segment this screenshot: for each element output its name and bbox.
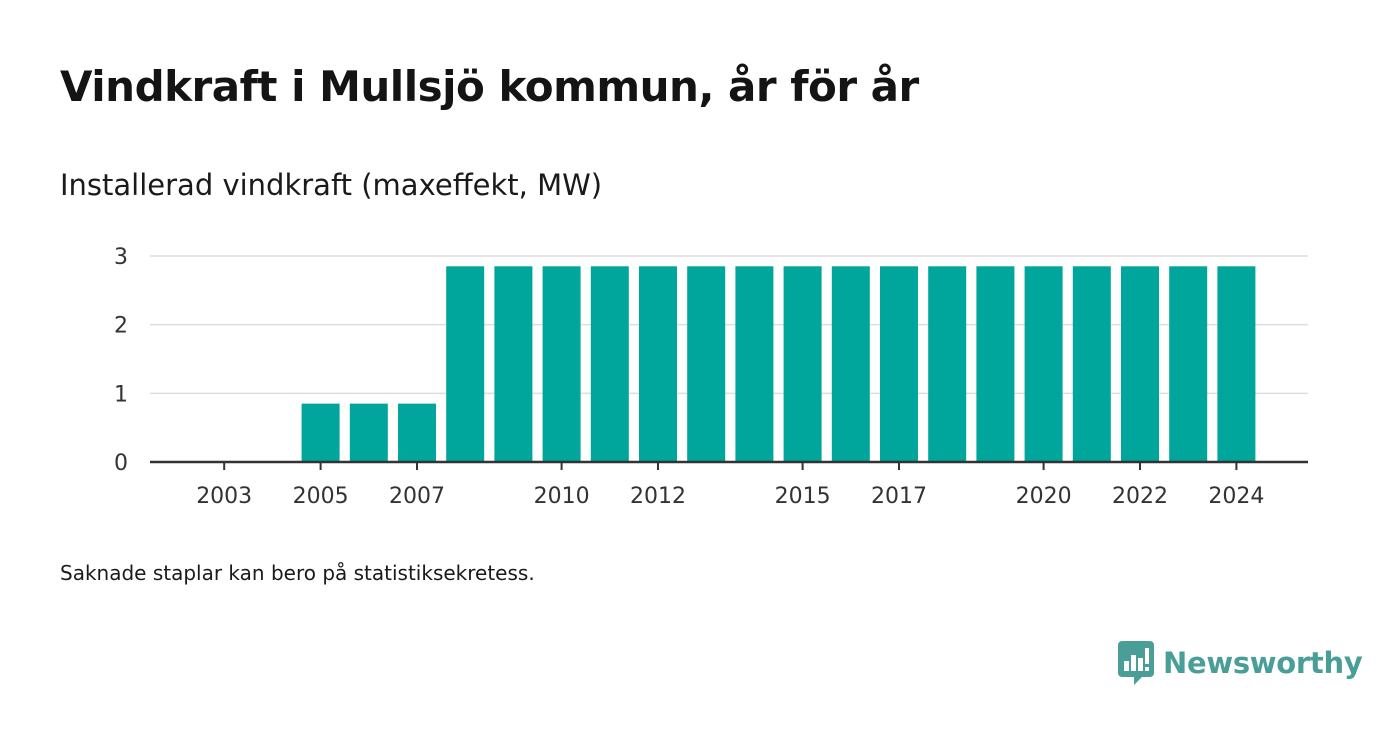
gridlines xyxy=(150,255,1308,395)
bar-2010 xyxy=(542,266,581,462)
bar-2018 xyxy=(928,266,967,462)
x-tick-label: 2015 xyxy=(775,484,831,509)
bar-2012 xyxy=(639,266,677,462)
x-tick-label: 2007 xyxy=(389,484,445,509)
x-tick-label: 2012 xyxy=(630,484,686,509)
x-tick-label: 2010 xyxy=(534,484,590,509)
footnote: Saknade staplar kan bero på statistiksek… xyxy=(60,561,535,585)
bar-2019 xyxy=(976,266,1015,462)
bar-2014 xyxy=(735,266,774,462)
y-tick-label: 3 xyxy=(114,245,128,270)
bars xyxy=(301,266,1256,462)
bar-2009 xyxy=(494,266,533,462)
y-tick-label: 0 xyxy=(114,451,128,476)
bar-2017 xyxy=(880,266,918,462)
x-tick-label: 2017 xyxy=(871,484,927,509)
bar-2016 xyxy=(831,266,870,462)
newsworthy-logo: Newsworthy xyxy=(1118,641,1363,685)
bar-2021 xyxy=(1072,266,1111,462)
bar-2006 xyxy=(349,403,388,462)
bar-2023 xyxy=(1169,266,1208,462)
bar-2015 xyxy=(783,266,822,462)
x-tick-label: 2020 xyxy=(1016,484,1072,509)
bar-2005 xyxy=(301,403,340,462)
bar-2007 xyxy=(398,403,436,462)
x-tick-label: 2022 xyxy=(1112,484,1168,509)
axes: 0 1 2 3 2003 2005 2007 2010 2012 2015 2017 2020 2022… xyxy=(114,245,1308,509)
chart-subtitle: Installerad vindkraft (maxeffekt, MW) xyxy=(60,168,603,202)
brand-name: Newsworthy xyxy=(1163,646,1363,680)
y-tick-label: 2 xyxy=(114,314,128,339)
bar-2022 xyxy=(1121,266,1159,462)
bar-2024 xyxy=(1217,266,1256,462)
x-tick-label: 2005 xyxy=(293,484,349,509)
chart-title: Vindkraft i Mullsjö kommun, år för år xyxy=(60,62,919,111)
y-tick-label: 1 xyxy=(114,382,128,407)
bar-2020 xyxy=(1024,266,1063,462)
bar-2011 xyxy=(590,266,629,462)
bar-2008 xyxy=(446,266,485,462)
bar-chart: 0 1 2 3 2003 2005 2007 2010 2012 2015 2017 2020 2022… xyxy=(114,245,1308,509)
x-tick-label: 2024 xyxy=(1208,484,1264,509)
chart-speech-bubble-icon xyxy=(1118,641,1154,685)
bar-2013 xyxy=(687,266,726,462)
x-tick-label: 2003 xyxy=(196,484,252,509)
